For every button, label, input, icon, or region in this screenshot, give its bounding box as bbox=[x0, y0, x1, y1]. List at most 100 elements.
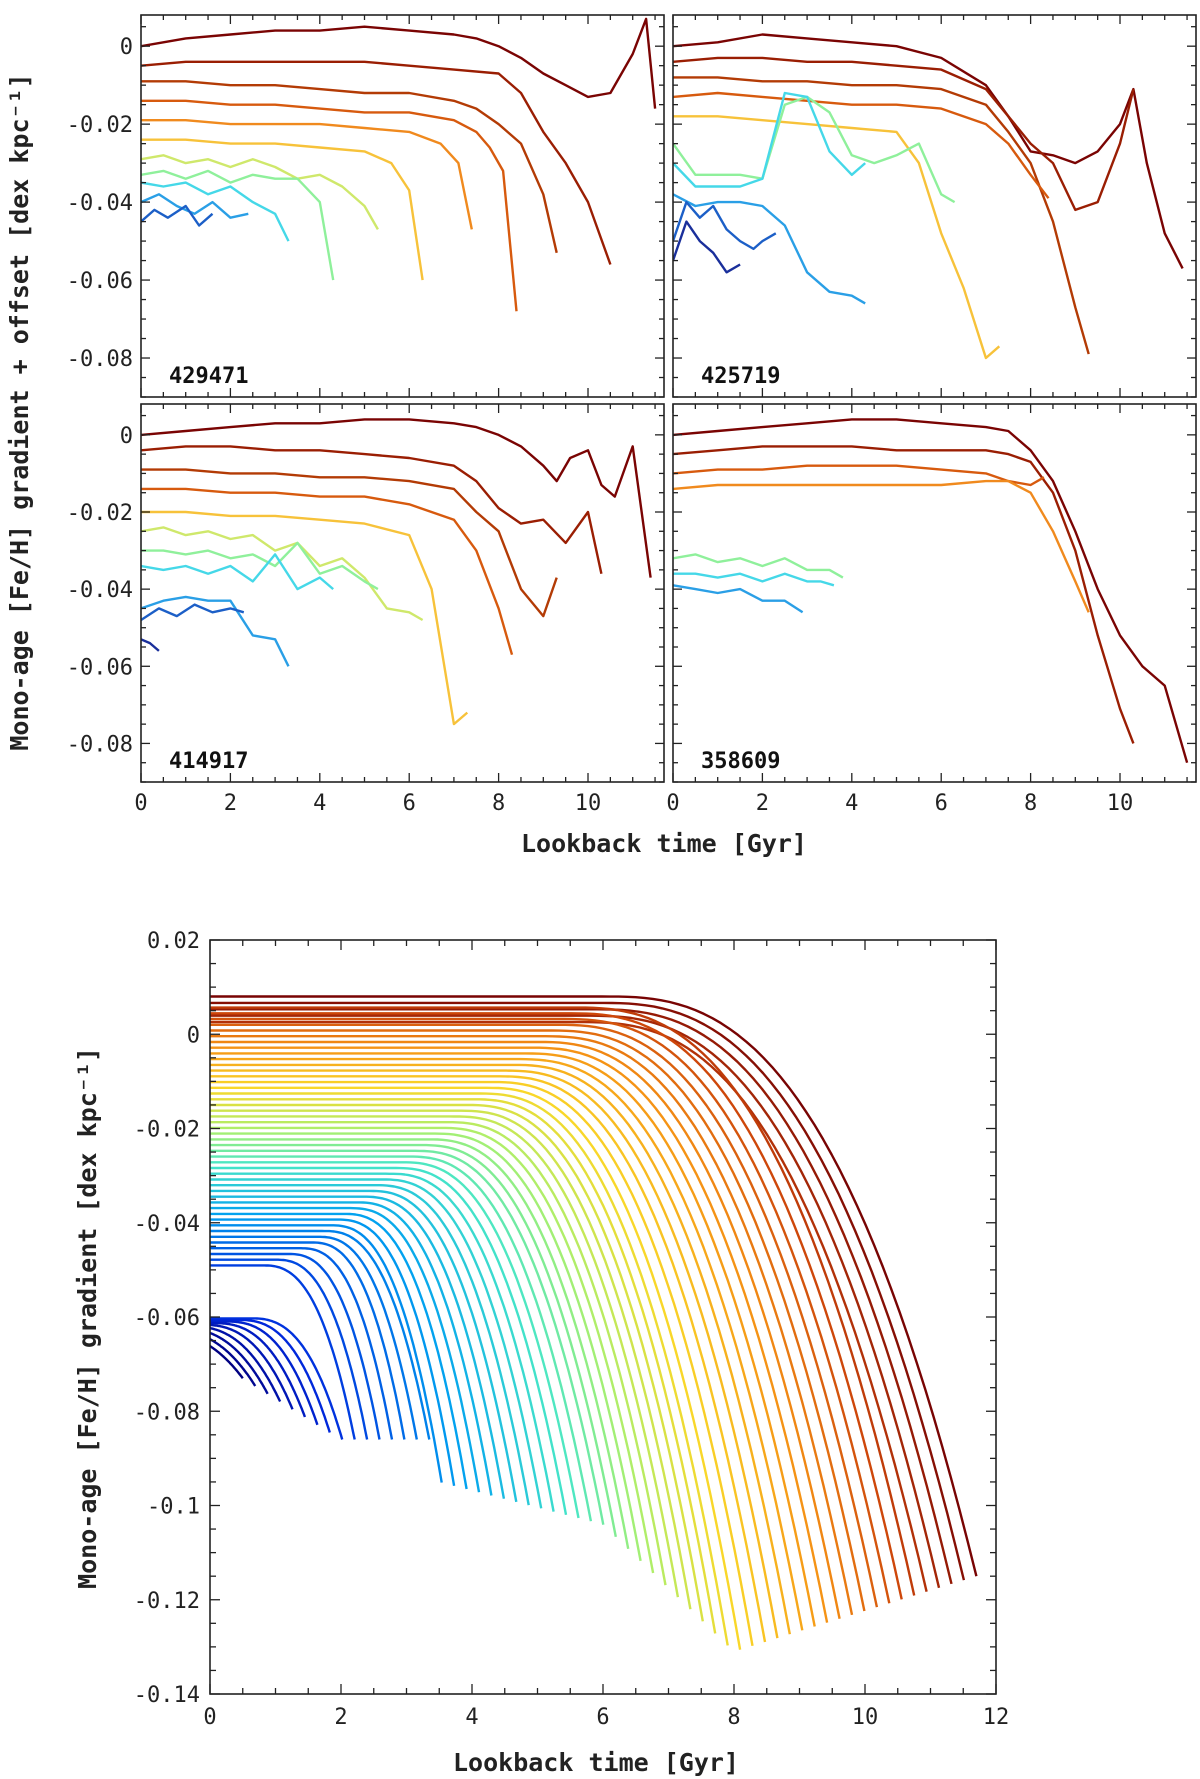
series-line-8 bbox=[141, 595, 290, 667]
model-curve-45 bbox=[210, 1235, 418, 1440]
series-line-2 bbox=[141, 80, 558, 254]
x-tick-label: 10 bbox=[852, 1705, 879, 1730]
series-line-9 bbox=[673, 220, 741, 274]
series-line-3 bbox=[141, 487, 514, 656]
panel-frame bbox=[140, 403, 665, 783]
model-curve-59 bbox=[210, 1345, 244, 1380]
y-tick-label: -0.06 bbox=[67, 655, 133, 680]
model-curve-58 bbox=[210, 1338, 257, 1387]
model-curve-19 bbox=[210, 1086, 742, 1650]
model-curve-2 bbox=[210, 1008, 953, 1585]
model-curve-50 bbox=[210, 1264, 356, 1440]
model-curve-4 bbox=[210, 1020, 928, 1592]
series-line-2 bbox=[141, 468, 558, 618]
series-line-0 bbox=[141, 17, 657, 109]
model-curve-51 bbox=[210, 1317, 344, 1440]
model-curve-14 bbox=[210, 1057, 804, 1631]
y-tick-label: 0 bbox=[120, 35, 133, 60]
x-tick-label: 4 bbox=[845, 791, 858, 816]
series-line-8 bbox=[141, 181, 290, 242]
model-curve-29 bbox=[210, 1143, 617, 1538]
model-curve-43 bbox=[210, 1224, 443, 1483]
model-curve-3 bbox=[210, 1014, 941, 1589]
x-tick-label: 10 bbox=[1107, 791, 1134, 816]
model-curve-9 bbox=[210, 1029, 866, 1612]
model-curve-42 bbox=[210, 1218, 456, 1487]
y-tick-label: 0.02 bbox=[147, 929, 200, 954]
series-line-6 bbox=[141, 541, 379, 591]
panel-id-label: 425719 bbox=[701, 364, 780, 389]
model-curve-47 bbox=[210, 1246, 394, 1440]
series-line-10 bbox=[141, 638, 160, 652]
top-y-axis-title: Mono-age [Fe/H] gradient + offset [dex k… bbox=[5, 73, 34, 750]
model-panel: 0.020-0.02-0.04-0.06-0.08-0.1-0.12-0.140… bbox=[134, 929, 1009, 1730]
model-curve-57 bbox=[210, 1331, 269, 1395]
model-curve-6 bbox=[210, 1012, 903, 1600]
y-tick-label: -0.06 bbox=[67, 269, 133, 294]
x-tick-label: 2 bbox=[334, 1705, 347, 1730]
y-tick-label: -0.02 bbox=[67, 113, 133, 138]
series-line-4 bbox=[673, 115, 1001, 360]
panel-frame bbox=[140, 14, 665, 398]
series-line-0 bbox=[673, 418, 1189, 764]
panel-frame bbox=[672, 14, 1197, 398]
bottom-y-axis-title: Mono-age [Fe/H] gradient [dex kpc⁻¹] bbox=[73, 1047, 102, 1589]
series-line-6 bbox=[141, 154, 379, 230]
model-curve-25 bbox=[210, 1120, 667, 1586]
model-curve-15 bbox=[210, 1063, 791, 1635]
panel-414917: 0 -0.02 -0.04 -0.06 -0.08 0 2 4 6 8 10 414917 bbox=[67, 403, 665, 816]
series-line-9 bbox=[141, 603, 245, 622]
model-curve-36 bbox=[210, 1183, 530, 1506]
model-curves bbox=[210, 995, 978, 1650]
model-curve-52 bbox=[210, 1318, 331, 1433]
model-curve-41 bbox=[210, 1212, 468, 1490]
model-curve-13 bbox=[210, 1052, 816, 1627]
model-curve-35 bbox=[210, 1178, 543, 1509]
x-tick-label: 8 bbox=[492, 791, 505, 816]
series-group bbox=[141, 418, 652, 726]
series-line-2 bbox=[673, 464, 1045, 487]
model-curve-33 bbox=[210, 1166, 568, 1516]
model-curve-18 bbox=[210, 1080, 754, 1647]
x-tick-label: 6 bbox=[403, 791, 416, 816]
top-panel-grid: 0 -0.02 -0.04 -0.06 -0.08 429471 425719 0 -0.02 -… bbox=[67, 14, 1197, 816]
model-curve-39 bbox=[210, 1201, 493, 1496]
model-curve-12 bbox=[210, 1046, 829, 1623]
model-curve-26 bbox=[210, 1126, 655, 1574]
series-line-9 bbox=[141, 193, 249, 219]
model-curve-38 bbox=[210, 1195, 506, 1499]
x-tick-label: 4 bbox=[313, 791, 326, 816]
model-curve-10 bbox=[210, 1034, 854, 1616]
series-line-7 bbox=[141, 553, 334, 591]
model-curve-0 bbox=[210, 995, 978, 1577]
model-curve-28 bbox=[210, 1138, 630, 1550]
panel-id-label: 429471 bbox=[169, 364, 248, 389]
model-curve-54 bbox=[210, 1321, 307, 1418]
y-tick-label: -0.08 bbox=[67, 347, 133, 372]
model-curve-5 bbox=[210, 1006, 916, 1596]
series-line-3 bbox=[673, 479, 1090, 613]
series-line-4 bbox=[141, 510, 469, 726]
x-tick-label: 8 bbox=[1024, 791, 1037, 816]
series-group bbox=[141, 17, 657, 312]
series-line-1 bbox=[141, 60, 612, 265]
model-curve-55 bbox=[210, 1323, 294, 1410]
model-curve-56 bbox=[210, 1326, 282, 1403]
series-line-4 bbox=[141, 118, 473, 230]
model-curve-16 bbox=[210, 1069, 779, 1639]
y-tick-label: 0 bbox=[120, 424, 133, 449]
x-tick-label: 0 bbox=[134, 791, 147, 816]
x-tick-label: 0 bbox=[203, 1705, 216, 1730]
model-curve-11 bbox=[210, 1040, 841, 1619]
series-line-6 bbox=[673, 584, 804, 614]
panel-frame bbox=[672, 403, 1197, 783]
model-curve-22 bbox=[210, 1103, 704, 1622]
model-curve-20 bbox=[210, 1092, 729, 1646]
y-tick-label: -0.04 bbox=[67, 191, 133, 216]
x-tick-label: 0 bbox=[666, 791, 679, 816]
x-tick-label: 10 bbox=[575, 791, 602, 816]
model-curve-34 bbox=[210, 1172, 555, 1512]
model-curve-46 bbox=[210, 1241, 406, 1440]
y-tick-label: -0.1 bbox=[147, 1495, 200, 1520]
